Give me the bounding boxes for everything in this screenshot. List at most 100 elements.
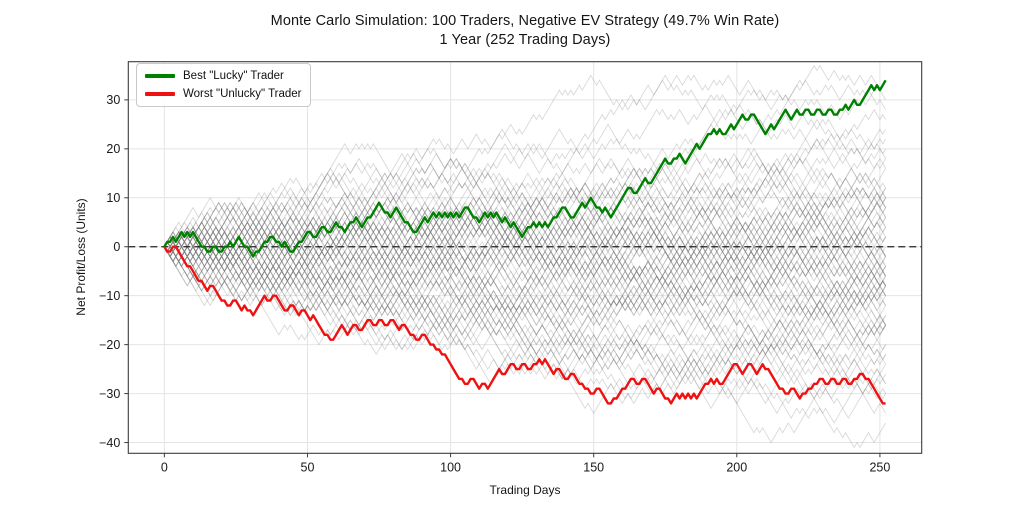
background-trader-path bbox=[164, 245, 886, 356]
background-trader-path bbox=[164, 240, 886, 380]
background-trader-path bbox=[164, 231, 886, 336]
background-trader-path bbox=[164, 192, 886, 292]
background-trader-path bbox=[164, 245, 886, 336]
background-trader-paths bbox=[164, 64, 886, 449]
background-trader-path bbox=[164, 138, 886, 273]
background-trader-path bbox=[164, 211, 886, 302]
background-trader-path bbox=[164, 206, 886, 317]
background-trader-path bbox=[164, 187, 886, 273]
legend-item-worst-trader: Worst "Unlucky" Trader bbox=[145, 87, 302, 101]
background-trader-path bbox=[164, 201, 886, 380]
background-trader-path bbox=[164, 221, 886, 346]
x-tick-label: 250 bbox=[869, 460, 890, 474]
background-trader-path bbox=[164, 226, 886, 322]
x-tick-label: 0 bbox=[161, 460, 168, 474]
background-trader-path bbox=[164, 182, 886, 263]
background-trader-path bbox=[164, 201, 886, 277]
background-trader-path bbox=[164, 167, 886, 282]
background-trader-path bbox=[164, 231, 886, 415]
background-trader-path bbox=[164, 246, 886, 346]
background-trader-path bbox=[164, 192, 886, 366]
background-trader-path bbox=[164, 74, 886, 263]
background-trader-path bbox=[164, 206, 886, 273]
plot-border bbox=[127, 61, 923, 454]
background-trader-path bbox=[164, 246, 886, 370]
background-trader-path bbox=[164, 187, 886, 307]
background-trader-path bbox=[164, 196, 886, 282]
background-trader-path bbox=[164, 246, 886, 356]
worst-trader-line-swatch bbox=[145, 92, 175, 96]
background-trader-path bbox=[164, 172, 886, 292]
background-trader-path bbox=[164, 192, 886, 258]
background-trader-path bbox=[164, 118, 886, 307]
chart-title-line2: 1 Year (252 Trading Days) bbox=[439, 32, 611, 48]
best-trader-line-swatch bbox=[145, 74, 175, 78]
background-trader-path bbox=[164, 231, 886, 297]
background-trader-path bbox=[164, 226, 886, 424]
background-trader-path bbox=[164, 221, 886, 361]
background-trader-path bbox=[164, 236, 886, 380]
background-trader-path bbox=[164, 221, 886, 419]
background-trader-path bbox=[164, 192, 886, 277]
chart-title-line1: Monte Carlo Simulation: 100 Traders, Neg… bbox=[270, 13, 780, 29]
background-trader-path bbox=[164, 231, 886, 415]
legend: Best "Lucky" Trader Worst "Unlucky" Trad… bbox=[136, 63, 311, 107]
background-trader-path bbox=[164, 177, 886, 317]
chart-title: Monte Carlo Simulation: 100 Traders, Neg… bbox=[128, 12, 922, 50]
background-trader-path bbox=[164, 147, 886, 253]
background-trader-path bbox=[164, 211, 886, 322]
background-trader-path bbox=[164, 182, 886, 336]
y-tick-label: −10 bbox=[99, 289, 120, 303]
background-trader-path bbox=[164, 167, 886, 282]
background-trader-path bbox=[164, 236, 886, 405]
background-trader-path bbox=[164, 231, 886, 351]
background-trader-path bbox=[164, 245, 886, 356]
background-trader-path bbox=[164, 231, 886, 317]
background-trader-path bbox=[164, 201, 886, 292]
background-trader-path bbox=[164, 128, 886, 273]
background-trader-path bbox=[164, 157, 886, 302]
legend-label-worst-trader: Worst "Unlucky" Trader bbox=[183, 88, 302, 100]
background-trader-path bbox=[164, 64, 886, 248]
y-tick-label: −40 bbox=[99, 436, 120, 450]
background-trader-path bbox=[164, 216, 886, 317]
background-trader-path bbox=[164, 162, 886, 297]
background-trader-path bbox=[164, 172, 886, 282]
x-tick-label: 150 bbox=[583, 460, 604, 474]
background-trader-path bbox=[164, 211, 886, 312]
best-trader-line bbox=[163, 79, 887, 258]
background-trader-path bbox=[164, 221, 886, 307]
background-trader-path bbox=[164, 216, 886, 317]
y-axis-label: Net Profit/Loss (Units) bbox=[74, 198, 88, 316]
background-trader-path bbox=[164, 182, 886, 326]
y-tick-label: 20 bbox=[106, 142, 120, 156]
y-tick-label: 30 bbox=[106, 93, 120, 107]
background-trader-path bbox=[164, 152, 886, 263]
legend-item-best-trader: Best "Lucky" Trader bbox=[145, 69, 302, 83]
x-tick-label: 50 bbox=[301, 460, 315, 474]
background-trader-path bbox=[164, 133, 886, 263]
background-trader-path bbox=[164, 246, 886, 370]
background-trader-path bbox=[164, 157, 886, 277]
background-trader-path bbox=[164, 245, 886, 312]
background-trader-path bbox=[164, 231, 886, 317]
background-trader-path bbox=[164, 201, 886, 341]
y-tick-label: −30 bbox=[99, 387, 120, 401]
background-trader-path bbox=[164, 226, 886, 317]
background-trader-path bbox=[164, 231, 886, 292]
background-trader-path bbox=[164, 226, 886, 390]
background-trader-path bbox=[164, 196, 886, 449]
x-tick-label: 200 bbox=[726, 460, 747, 474]
x-axis-label: Trading Days bbox=[489, 483, 561, 497]
background-trader-path bbox=[164, 172, 886, 322]
background-trader-path bbox=[164, 80, 886, 253]
background-trader-path bbox=[164, 221, 886, 361]
background-trader-path bbox=[164, 177, 886, 302]
background-trader-path bbox=[164, 231, 886, 331]
legend-label-best-trader: Best "Lucky" Trader bbox=[183, 70, 284, 82]
y-tick-label: 0 bbox=[113, 240, 120, 254]
background-trader-path bbox=[164, 245, 886, 341]
